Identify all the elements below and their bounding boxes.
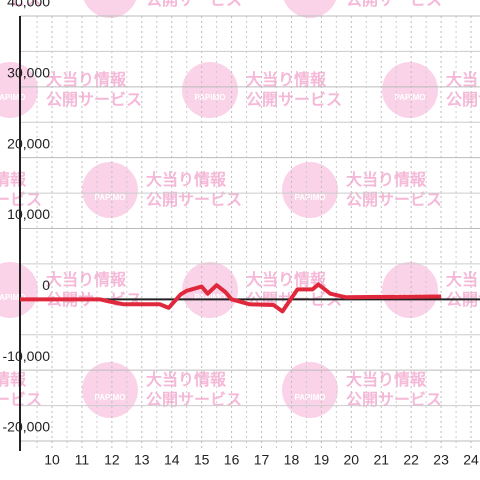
watermark-brand: PAPIMO (95, 393, 126, 402)
watermark-text: 公開サービス (446, 91, 480, 109)
watermark-brand: PAPIMO (95, 0, 126, 2)
x-tick-label: 20 (344, 452, 360, 468)
x-tick-label: 13 (134, 452, 150, 468)
x-tick-label: 18 (284, 452, 300, 468)
watermark-logo (283, 0, 337, 18)
watermark-text: 公開サービス (146, 0, 242, 9)
watermark-brand: PAPIMO (295, 193, 326, 202)
watermark-logo (382, 262, 438, 318)
watermark-logo (282, 362, 338, 418)
y-tick-label: 30,000 (7, 65, 50, 81)
watermark-text: 公開サービス (0, 0, 42, 9)
watermark-text: 大当り情報 (146, 370, 227, 389)
watermark-logo (0, 262, 38, 318)
y-tick-label: -10,000 (3, 348, 51, 364)
watermark-brand: PAPIMO (295, 0, 326, 2)
watermark-logo (82, 362, 138, 418)
watermark-text: 大当り情報 (446, 70, 480, 89)
watermark-text: 公開サービス (0, 191, 42, 209)
watermark-text: 大当り情報 (246, 70, 327, 89)
data-line (20, 282, 442, 314)
watermark-text: 大当り情報 (246, 270, 327, 289)
watermark-brand: PAPIMO (195, 93, 226, 102)
watermark-logo (382, 62, 438, 118)
x-tick-label: 19 (314, 452, 330, 468)
y-tick-label: 20,000 (7, 135, 50, 151)
y-tick-label: 0 (42, 277, 50, 293)
watermark-text: 公開サービス (346, 191, 442, 209)
watermark-text: 大当り情報 (46, 70, 127, 89)
watermark-text: 大当り情報 (46, 270, 127, 289)
x-tick-label: 23 (433, 452, 449, 468)
watermark-text: 大当り情報 (446, 270, 480, 289)
x-tick-label: 21 (373, 452, 389, 468)
y-tick-label: 40,000 (7, 0, 50, 10)
x-tick-label: 16 (224, 452, 240, 468)
y-tick-label: -20,000 (3, 419, 51, 435)
watermark-layer: PAPIMO大当り情報公開サービスPAPIMO大当り情報公開サービスPAPIMO… (0, 0, 480, 418)
watermark-text: 公開サービス (346, 391, 442, 409)
watermark-brand: PAPIMO (395, 93, 426, 102)
y-tick-label: 10,000 (7, 206, 50, 222)
watermark-brand: PAPIMO (0, 293, 25, 302)
watermark-logo (0, 62, 38, 118)
watermark-text: 大当り情報 (146, 170, 227, 189)
watermark-text: 大当り情報 (0, 370, 27, 389)
x-tick-label: 24 (463, 452, 479, 468)
x-tick-label: 14 (164, 452, 180, 468)
watermark-brand: PAPIMO (95, 193, 126, 202)
watermark-brand: PAPIMO (295, 393, 326, 402)
watermark-text: 公開サービス (146, 391, 242, 409)
watermark-text: 大当り情報 (346, 370, 427, 389)
x-tick-label: 10 (44, 452, 60, 468)
watermark-text: 公開サービス (46, 91, 142, 109)
watermark-text: 公開サービス (346, 0, 442, 9)
watermark-text: 大当り情報 (0, 170, 27, 189)
watermark-logo (83, 0, 137, 18)
watermark-logo (82, 162, 138, 218)
x-tick-label: 12 (104, 452, 120, 468)
x-tick-label: 11 (75, 452, 90, 468)
watermark-text: 公開サービス (0, 391, 42, 409)
watermark-brand: PAPIMO (195, 293, 226, 302)
x-tick-label: 15 (194, 452, 210, 468)
watermark-text: 公開サービス (146, 191, 242, 209)
watermark-logo (182, 62, 238, 118)
watermark-text: 公開サービス (246, 91, 342, 109)
x-tick-label: 22 (403, 452, 419, 468)
watermark-logo (282, 162, 338, 218)
watermark-brand: PAPIMO (0, 93, 25, 102)
watermark-text: 大当り情報 (346, 170, 427, 189)
x-tick-label: 17 (254, 452, 270, 468)
